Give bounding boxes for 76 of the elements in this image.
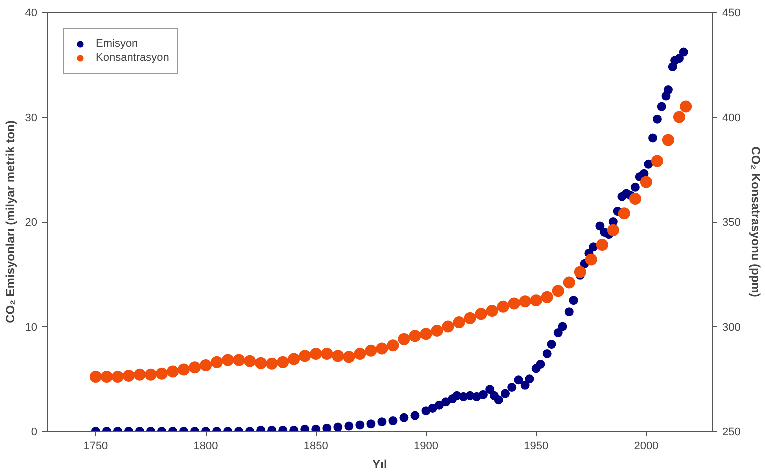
point (288, 353, 300, 366)
point (629, 192, 642, 205)
point (222, 354, 234, 366)
y-tick-label: 30 (25, 112, 38, 124)
x-tick-label: 1950 (524, 440, 549, 452)
y2-tick-label: 400 (722, 112, 741, 124)
point (310, 348, 322, 360)
point (233, 354, 246, 366)
y2-tick-label: 450 (722, 8, 741, 20)
point (365, 344, 378, 357)
point (585, 254, 598, 266)
x-tick-label: 1750 (84, 440, 108, 452)
point (354, 348, 366, 360)
point (607, 224, 620, 236)
y-tick-label: 40 (25, 8, 38, 20)
point (530, 294, 542, 307)
point (167, 366, 180, 378)
y-tick-label: 0 (31, 426, 38, 438)
point (497, 300, 510, 313)
x-axis-title: Yıl (372, 458, 388, 472)
point (343, 351, 356, 364)
point (420, 328, 432, 340)
point (464, 312, 476, 324)
point (90, 371, 102, 384)
y-axis-title: CO₂ Emisyonları (milyar metrik ton) (3, 120, 18, 324)
point (596, 239, 608, 252)
point (376, 342, 388, 355)
point (442, 320, 454, 333)
x-tick-label: 2000 (634, 440, 659, 452)
point (144, 368, 157, 381)
legend-label: Emisyon (96, 37, 138, 51)
point (431, 324, 444, 337)
y2-tick-label: 350 (722, 217, 741, 229)
point (486, 305, 498, 318)
point (134, 368, 146, 381)
y-tick-label: 10 (25, 322, 38, 334)
point (122, 370, 135, 382)
x-tick-label: 1850 (304, 440, 328, 452)
legend-label: Konsantrasyon (96, 51, 170, 65)
point (112, 371, 124, 384)
y2-tick-label: 300 (722, 322, 741, 334)
point (640, 176, 652, 188)
point (519, 296, 532, 308)
point (574, 266, 586, 278)
point (409, 330, 422, 342)
point (321, 348, 334, 360)
point (156, 368, 168, 380)
point (266, 358, 278, 370)
point (100, 371, 113, 384)
y2-tick-label: 250 (722, 426, 741, 438)
point (255, 357, 268, 370)
point (189, 362, 202, 374)
point (178, 364, 190, 376)
y2-axis-title: CO₂ Konsatrasyonu (ppm) (748, 146, 763, 298)
point (680, 100, 692, 113)
point (299, 350, 312, 362)
x-tick-label: 1900 (414, 440, 438, 452)
point (673, 111, 686, 124)
point (277, 356, 290, 368)
point (200, 360, 212, 372)
point (563, 276, 576, 289)
x-tick-label: 1800 (194, 440, 218, 452)
point (552, 285, 564, 298)
point (332, 350, 344, 362)
point (453, 316, 466, 329)
point (541, 291, 554, 304)
point (475, 308, 488, 320)
point (211, 356, 224, 368)
point (651, 155, 664, 168)
y-tick-label: 20 (25, 217, 38, 229)
point (387, 340, 400, 352)
point (398, 333, 410, 346)
point (508, 298, 520, 310)
point (662, 134, 674, 146)
point (244, 355, 256, 368)
point (618, 208, 630, 220)
